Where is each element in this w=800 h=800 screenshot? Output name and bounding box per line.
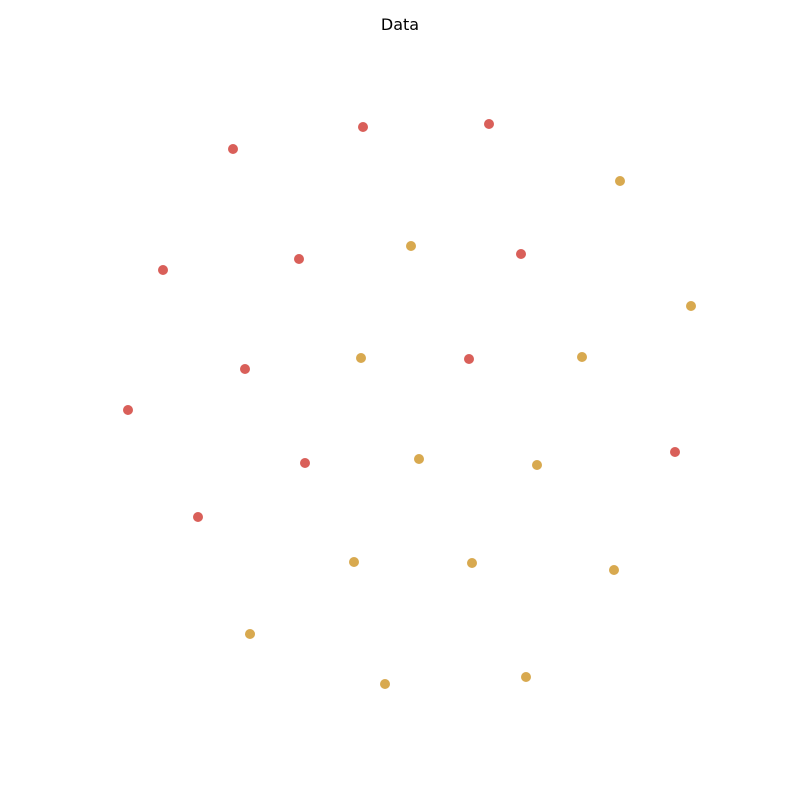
scatter-point-series-1-6 xyxy=(516,249,526,259)
scatter-point-series-2-3 xyxy=(686,301,696,311)
chart-title: Data xyxy=(381,15,419,34)
scatter-point-series-1-7 xyxy=(240,364,250,374)
scatter-point-series-2-7 xyxy=(532,460,542,470)
scatter-point-series-2-12 xyxy=(380,679,390,689)
scatter-point-series-2-8 xyxy=(349,557,359,567)
scatter-point-series-1-4 xyxy=(158,265,168,275)
scatter-point-series-2-11 xyxy=(245,629,255,639)
scatter-point-series-1-9 xyxy=(123,405,133,415)
data-points xyxy=(123,119,696,689)
scatter-point-series-2-2 xyxy=(406,241,416,251)
scatter-point-series-1-3 xyxy=(484,119,494,129)
scatter-point-series-2-1 xyxy=(615,176,625,186)
scatter-point-series-2-4 xyxy=(356,353,366,363)
scatter-point-series-2-13 xyxy=(521,672,531,682)
scatter-point-series-1-2 xyxy=(358,122,368,132)
scatter-point-series-2-10 xyxy=(609,565,619,575)
scatter-point-series-1-1 xyxy=(228,144,238,154)
scatter-point-series-2-5 xyxy=(577,352,587,362)
scatter-point-series-1-12 xyxy=(193,512,203,522)
scatter-point-series-2-9 xyxy=(467,558,477,568)
scatter-point-series-1-10 xyxy=(300,458,310,468)
scatter-point-series-1-8 xyxy=(464,354,474,364)
scatter-point-series-2-6 xyxy=(414,454,424,464)
scatter-point-series-1-5 xyxy=(294,254,304,264)
scatter-point-series-1-11 xyxy=(670,447,680,457)
